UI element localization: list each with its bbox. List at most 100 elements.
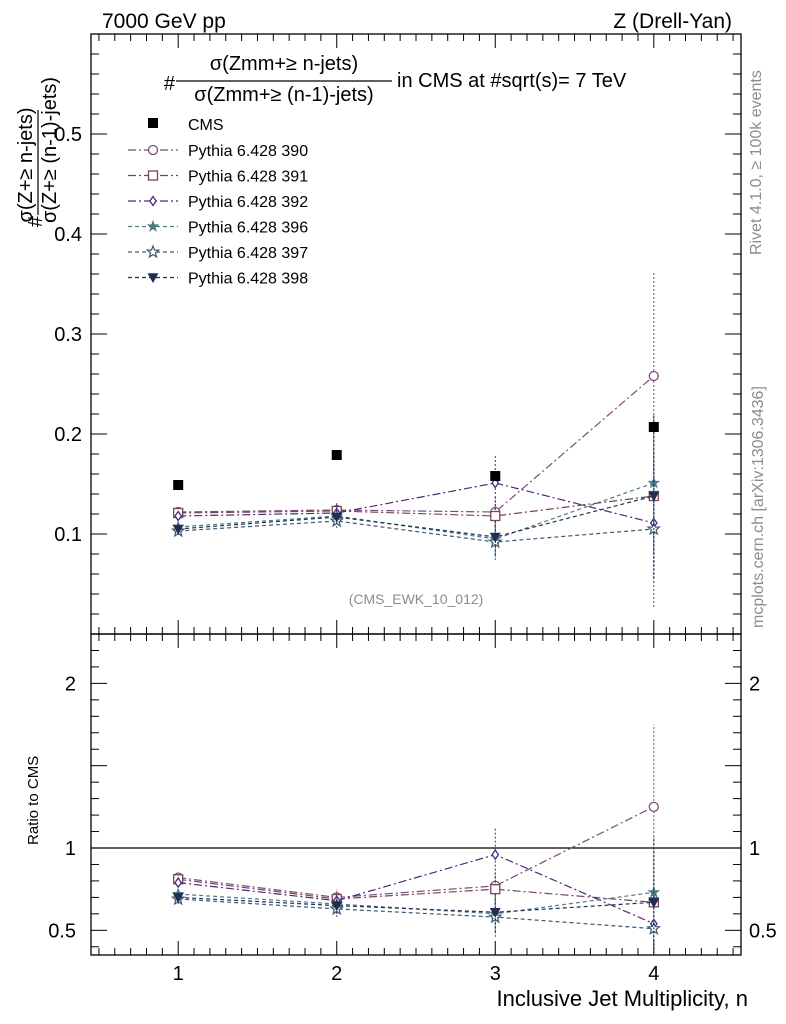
- legend-mc-entries: Pythia 6.428 390 Pythia 6.428 391 Pythia 6…: [128, 143, 308, 288]
- data-point: [331, 512, 343, 523]
- legend-entry-cms: CMS: [148, 117, 224, 134]
- y-axis-title-hash: #: [25, 215, 47, 227]
- legend-entry-6: Pythia 6.428 398: [128, 271, 308, 288]
- legend-marker: [145, 244, 161, 259]
- y-tick-label-ratio: 2: [65, 673, 76, 695]
- series-1: [173, 273, 659, 527]
- mcplots-label: mcplots.cern.ch [arXiv:1306.3436]: [750, 386, 767, 628]
- ratio-point: [174, 876, 183, 889]
- x-tick-label: 3: [490, 963, 501, 985]
- analysis-label: (CMS_EWK_10_012): [349, 591, 484, 607]
- y-tick-label-ratio: 1: [65, 838, 76, 860]
- legend-label-cms: CMS: [188, 117, 224, 134]
- y-tick-label-main: 0.3: [54, 324, 82, 346]
- energy-label: 7000 GeV pp: [102, 10, 226, 33]
- legend-label: Pythia 6.428 391: [188, 169, 308, 186]
- series-line: [178, 495, 654, 517]
- plot-title: # σ(Zmm+≥ n-jets) σ(Zmm+≥ (n-1)-jets) in…: [164, 53, 627, 106]
- series-line: [178, 495, 654, 538]
- y-tick-label-main: 0.4: [54, 224, 82, 246]
- ratio-point: [648, 898, 660, 908]
- x-axis-title: Inclusive Jet Multiplicity, n: [497, 986, 748, 1011]
- legend-marker: [147, 170, 159, 181]
- y-tick-label-main: 0.2: [54, 424, 82, 446]
- x-tick-label: 2: [331, 963, 342, 985]
- ratio-line: [178, 898, 654, 930]
- data-point: [648, 491, 660, 502]
- ratio-panel-frame: [90, 633, 742, 956]
- cms-data-points: [173, 422, 659, 490]
- legend-entry-2: Pythia 6.428 391: [128, 169, 308, 186]
- ratio-line: [178, 896, 654, 913]
- y-tick-label-main: 0.5: [54, 124, 82, 146]
- main-panel-series: [170, 273, 662, 607]
- legend-marker-cms: [148, 118, 158, 128]
- plot-title-numerator: σ(Zmm+≥ n-jets): [210, 53, 358, 75]
- series-6: [172, 414, 660, 578]
- ratio-point: [331, 901, 343, 912]
- axis-ticks: [91, 33, 741, 955]
- cms-point: [173, 480, 184, 490]
- y-tick-label-main: 0.1: [54, 524, 82, 546]
- ratio-y-axis-title: Ratio to CMS: [25, 756, 42, 845]
- cms-point: [331, 450, 342, 460]
- legend-marker: [146, 219, 160, 232]
- legend-marker: [147, 273, 159, 284]
- ratio-point: [489, 907, 501, 918]
- legend-entry-4: Pythia 6.428 396: [128, 220, 308, 237]
- legend-label: Pythia 6.428 396: [188, 220, 308, 237]
- y-axis-title-denominator: σ(Z+≥ (n-1)-jets): [39, 77, 61, 223]
- ratio-point: [491, 848, 500, 861]
- data-point: [489, 532, 501, 543]
- legend-label: Pythia 6.428 398: [188, 271, 308, 288]
- series-line: [178, 482, 654, 524]
- ratio-panel-series: [170, 724, 662, 954]
- cms-point: [648, 422, 659, 432]
- series-3: [174, 456, 658, 583]
- ratio-line: [178, 806, 655, 899]
- ratio-series-3: [174, 826, 658, 954]
- ratio-series-4: [171, 836, 661, 949]
- legend-label: Pythia 6.428 392: [188, 194, 308, 211]
- y-tick-label-ratio-right: 1: [749, 838, 760, 860]
- legend-marker: [147, 144, 159, 156]
- rivet-label: Rivet 4.1.0, ≥ 100k events: [748, 70, 765, 255]
- legend-entry-5: Pythia 6.428 397: [128, 244, 308, 262]
- legend-marker: [149, 195, 157, 207]
- ratio-series-5: [170, 866, 662, 954]
- ratio-series-1: [173, 724, 659, 906]
- series-line: [178, 375, 655, 513]
- cms-point: [490, 471, 501, 481]
- ratio-line: [178, 853, 655, 925]
- x-tick-label: 1: [173, 963, 184, 985]
- ratio-point: [172, 893, 184, 904]
- y-tick-label-ratio-right: 0.5: [749, 920, 777, 942]
- x-tick-label: 4: [648, 963, 659, 985]
- ratio-point: [490, 884, 501, 895]
- axis-tick-labels: 1 2 3 4 0.1 0.2 0.3 0.4 0.5 0.5 0.5 1 1 2 2: [48, 124, 777, 985]
- legend-entry-3: Pythia 6.428 392: [128, 194, 308, 211]
- data-point: [172, 524, 184, 535]
- y-axis-title: # σ(Z+≥ n-jets) σ(Z+≥ (n-1)-jets): [15, 77, 61, 227]
- ratio-point: [648, 801, 659, 812]
- legend-entry-1: Pythia 6.428 390: [128, 143, 308, 160]
- y-tick-label-ratio: 0.5: [48, 920, 76, 942]
- legend-label: Pythia 6.428 397: [188, 245, 308, 262]
- process-label: Z (Drell-Yan): [613, 10, 732, 33]
- ratio-series-6: [172, 836, 660, 954]
- series-line: [178, 520, 654, 543]
- series-5: [170, 451, 662, 607]
- y-tick-label-ratio-right: 2: [749, 673, 760, 695]
- series-2: [173, 426, 659, 566]
- legend-label: Pythia 6.428 390: [188, 143, 308, 160]
- plot-title-denominator: σ(Zmm+≥ (n-1)-jets): [194, 84, 373, 106]
- plot-title-hash: #: [164, 73, 176, 95]
- ratio-series-2: [173, 846, 659, 954]
- plot-title-suffix: in CMS at #sqrt(s)= 7 TeV: [397, 70, 627, 92]
- data-point: [490, 510, 501, 522]
- data-point: [648, 370, 659, 382]
- y-axis-title-numerator: σ(Z+≥ n-jets): [15, 108, 37, 223]
